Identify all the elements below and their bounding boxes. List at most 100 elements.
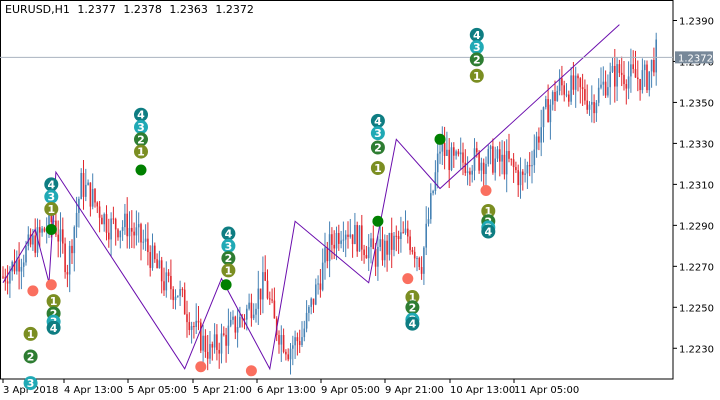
candle-body: [379, 239, 381, 247]
candle-body: [450, 147, 453, 171]
candle-body: [278, 335, 280, 345]
candle-body: [492, 146, 494, 173]
candle-body: [397, 236, 400, 239]
wave-label-1: 1: [23, 326, 38, 341]
candle-body: [43, 228, 46, 232]
candle-body: [646, 64, 648, 91]
candle-body: [9, 271, 11, 284]
candle-body: [177, 295, 179, 297]
candle-body: [448, 149, 450, 171]
wave-badge: [405, 290, 420, 305]
candle-body: [140, 224, 142, 243]
candle-body: [62, 229, 64, 244]
wave-label-1: 1: [469, 68, 484, 83]
candle-body: [29, 234, 32, 245]
wave-number: 4: [225, 228, 233, 241]
candle-body: [439, 151, 441, 154]
signal-dot-salmon: [480, 185, 492, 197]
candle-body: [388, 232, 391, 255]
candle-body: [303, 328, 306, 338]
wave-badge: [23, 349, 38, 364]
candle-body: [595, 102, 598, 114]
candle-body: [340, 240, 342, 244]
candle-body: [425, 223, 427, 248]
wave-badge: [469, 52, 484, 67]
candle-body: [453, 147, 455, 156]
candle-body: [462, 152, 464, 163]
current-price-badge: [675, 51, 713, 64]
candle-body: [71, 245, 73, 254]
candle-body: [517, 170, 519, 186]
candle-body: [246, 308, 248, 320]
candle-body: [85, 184, 87, 197]
wave-badge: [134, 120, 148, 135]
candle-body: [637, 77, 639, 80]
x-tick-label: 10 Apr 13:00: [450, 385, 515, 396]
candle-body: [342, 239, 345, 241]
candle-body: [618, 64, 621, 73]
candle-body: [395, 235, 398, 237]
candle-body: [648, 71, 651, 91]
wave-badge: [370, 126, 385, 141]
zigzag-line: [2, 24, 620, 371]
candle-body: [427, 219, 430, 224]
candle-body: [298, 341, 301, 346]
candle-body: [73, 227, 76, 254]
candle-body: [147, 238, 149, 253]
candle-body: [282, 335, 285, 352]
candle-body: [186, 314, 188, 323]
wave-label-3: 3: [134, 120, 148, 134]
candle-body: [593, 102, 595, 114]
y-tick-label: 1.2350: [679, 98, 714, 109]
wave-number: 4: [484, 225, 492, 238]
candle-body: [485, 163, 487, 175]
candle-body: [508, 151, 510, 159]
wave-badge: [134, 107, 148, 122]
candle-body: [533, 149, 536, 166]
candle-body: [377, 246, 379, 267]
candle-body: [363, 249, 365, 256]
candle-body: [259, 288, 262, 300]
candle-body: [188, 322, 191, 331]
wave-badge: [221, 251, 236, 266]
candle-body: [400, 232, 402, 239]
candle-body: [310, 298, 312, 307]
signal-dot-salmon: [245, 365, 257, 377]
candle-body: [101, 217, 103, 225]
candle-body: [319, 283, 322, 290]
wave-number: 1: [374, 162, 382, 175]
wave-number: 3: [27, 377, 35, 390]
wave-number: 2: [50, 307, 58, 320]
candle-body: [499, 149, 501, 162]
wave-number: 4: [374, 115, 382, 128]
candle-body: [174, 296, 177, 301]
candle-body: [112, 218, 115, 220]
wave-label-1: 1: [46, 294, 61, 309]
candle-body: [512, 159, 515, 168]
wave-badge: [481, 204, 496, 219]
wave-label-3: 3: [469, 40, 484, 55]
wave-label-2: 2: [221, 251, 236, 266]
wave-badge: [370, 160, 385, 175]
candle-body: [634, 69, 637, 78]
candle-body: [48, 211, 50, 230]
candle-body: [229, 319, 232, 326]
wave-number: 3: [473, 41, 481, 54]
candle-body: [144, 238, 147, 242]
y-tick-label: 1.2330: [679, 139, 714, 150]
candle-body: [105, 214, 108, 233]
candle-body: [547, 99, 549, 123]
plot-frame: [0, 0, 674, 380]
candle-body: [372, 238, 375, 249]
candle-body: [482, 162, 485, 175]
candle-body: [193, 326, 195, 328]
wave-label-2: 2: [134, 132, 148, 147]
candle-body: [103, 214, 105, 225]
candle-body: [64, 243, 66, 273]
candle-body: [418, 257, 421, 268]
signal-dot-salmon: [27, 285, 39, 297]
candle-body: [489, 146, 492, 150]
candle-body: [218, 349, 220, 354]
candle-body: [420, 267, 423, 274]
